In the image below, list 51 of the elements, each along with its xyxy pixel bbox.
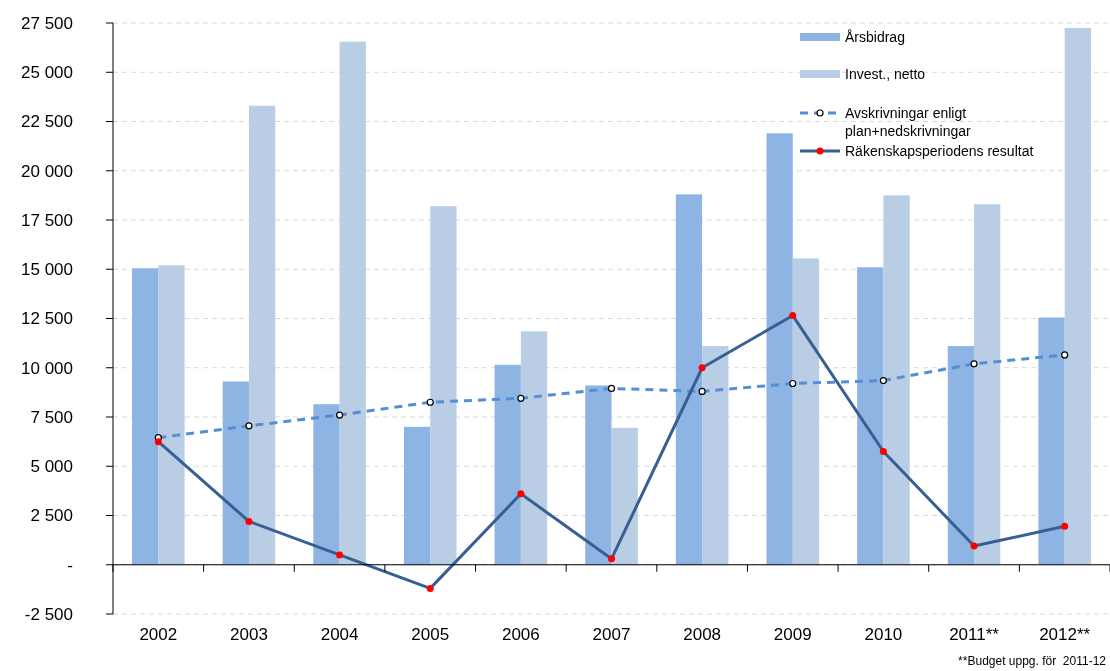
bar (494, 364, 521, 565)
bar (675, 194, 703, 565)
bar (1038, 317, 1065, 565)
y-tick-label: 10 000 (21, 358, 73, 378)
bar (766, 133, 793, 565)
bar (1064, 27, 1091, 565)
bar (947, 346, 975, 565)
legend-label: Räkenskapsperiodens resultat (845, 143, 1034, 159)
x-tick-label: 2008 (683, 625, 722, 644)
bar (430, 206, 457, 565)
y-tick-label: 17 500 (21, 210, 73, 230)
y-tick-label: 5 000 (30, 457, 73, 477)
x-tick-label: 2007 (592, 625, 631, 644)
x-tick-label: 2004 (320, 625, 359, 644)
bar (792, 258, 820, 565)
text: **Budget uppg. för 2011-12 (958, 654, 1107, 668)
x-tick-label: 2010 (864, 625, 903, 644)
bar (222, 381, 249, 565)
bar (974, 204, 1001, 565)
y-tick-label: -2 500 (24, 604, 73, 624)
bar (132, 268, 159, 565)
bar (403, 426, 431, 565)
y-tick-label: 12 500 (21, 309, 73, 329)
bar (857, 267, 884, 565)
bar (883, 195, 910, 565)
bar (339, 41, 366, 565)
y-tick-label: 15 000 (21, 260, 73, 280)
x-tick-label: 2012** (1039, 625, 1091, 644)
bar (313, 404, 340, 565)
legend-label: Invest., netto (845, 66, 926, 82)
y-tick-label: 2 500 (30, 506, 73, 526)
bar (520, 331, 548, 565)
y-tick-label: 20 000 (21, 161, 73, 181)
x-tick-label: 2003 (230, 625, 268, 644)
x-tick-label: 2005 (411, 625, 450, 644)
y-tick-label: 27 500 (21, 13, 73, 33)
x-tick-label: 2011** (949, 625, 1000, 644)
x-tick-label: 2002 (139, 625, 178, 644)
y-tick-label: 22 500 (21, 112, 73, 132)
y-tick-label: 25 000 (21, 63, 73, 83)
bar (585, 385, 612, 565)
legend-label: Årsbidrag (845, 29, 905, 45)
x-tick-label: 2009 (773, 625, 812, 644)
bar (611, 427, 638, 565)
bar (702, 346, 729, 565)
x-tick-label: 2006 (501, 625, 540, 644)
y-tick-label: - (67, 555, 73, 575)
y-tick-label: 7 500 (30, 407, 73, 427)
legend-label: Avskrivningar enligt plan+nedskrivningar (845, 105, 972, 139)
bar (158, 265, 185, 565)
bar (248, 105, 276, 565)
